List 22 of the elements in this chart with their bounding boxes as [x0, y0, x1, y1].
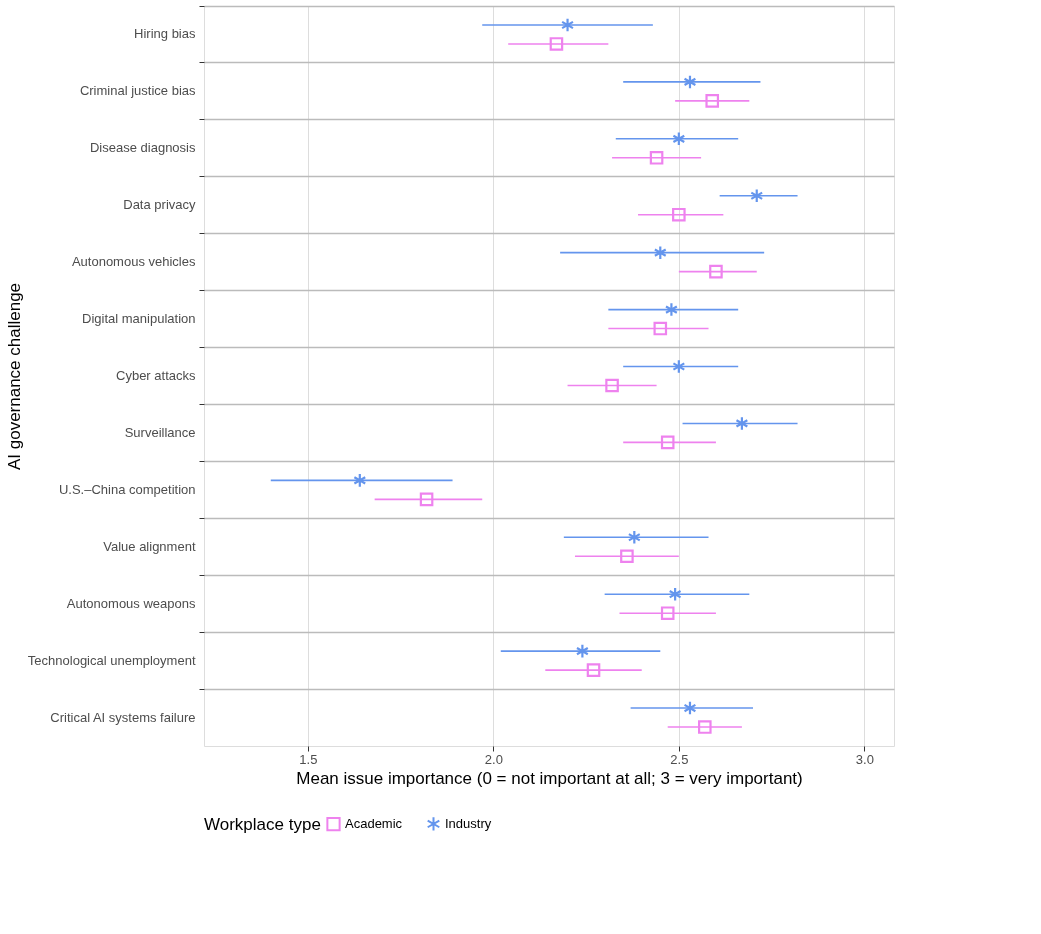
y-tick-label: Technological unemployment [27, 652, 196, 668]
x-tick-label: 2.5 [670, 751, 689, 767]
y-tick-label: Disease diagnosis [89, 140, 196, 156]
legend-label: Academic [345, 816, 403, 832]
x-tick-label: 1.5 [299, 751, 318, 767]
legend-title: Workplace type [204, 815, 321, 834]
y-axis-title: AI governance challenge [4, 282, 24, 471]
y-tick-label: Data privacy [123, 197, 196, 213]
legend-label: Industry [445, 815, 492, 831]
y-tick-label: U.S.–China competition [58, 481, 196, 497]
y-tick-label: Critical AI systems failure [50, 709, 196, 725]
y-tick-label: Surveillance [124, 424, 196, 440]
x-tick-label: 3.0 [855, 751, 874, 767]
y-tick-label: Hiring bias [134, 26, 196, 42]
x-tick-label: 2.0 [484, 751, 503, 767]
y-tick-label: Criminal justice bias [79, 83, 196, 99]
y-tick-label: Autonomous vehicles [71, 254, 196, 270]
y-tick-label: Autonomous weapons [66, 595, 196, 611]
y-tick-label: Cyber attacks [116, 368, 196, 383]
y-tick-label: Value alignment [103, 538, 196, 554]
x-axis-title: Mean issue importance (0 = not important at all; 3 = very important) [296, 768, 803, 788]
y-tick-label: Digital manipulation [82, 311, 196, 327]
